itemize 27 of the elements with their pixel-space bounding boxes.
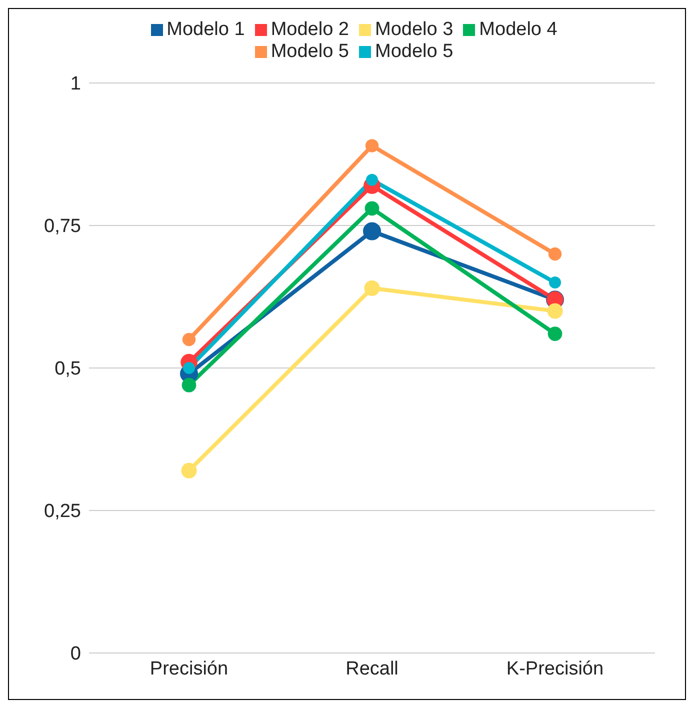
point <box>183 362 195 374</box>
point <box>366 174 378 186</box>
point <box>365 139 379 152</box>
x-tick-label: K-Precisión <box>506 658 604 680</box>
x-tick-label: Precisión <box>150 658 228 680</box>
y-tick-label: 1 <box>70 74 81 95</box>
legend-label: Modelo 4 <box>479 19 558 40</box>
point <box>364 201 380 216</box>
point <box>548 326 562 341</box>
point <box>181 462 197 478</box>
point <box>182 378 196 392</box>
point <box>363 222 381 240</box>
y-tick-label: 0 <box>70 644 81 665</box>
legend-label: Modelo 5 <box>375 41 454 62</box>
y-tick-label: 0,5 <box>54 358 81 380</box>
legend-label: Modelo 5 <box>270 41 349 62</box>
x-tick-label: Recall <box>346 658 398 680</box>
legend-label: Modelo 2 <box>270 19 349 40</box>
y-tick-label: 0,25 <box>44 501 81 522</box>
y-tick-label: 0,75 <box>44 216 81 238</box>
point <box>549 276 561 288</box>
legend-label: Modelo 3 <box>375 19 454 40</box>
point <box>547 303 563 319</box>
point <box>182 332 196 346</box>
legend-label: Modelo 1 <box>166 19 245 40</box>
point <box>548 247 562 261</box>
point <box>364 280 380 296</box>
